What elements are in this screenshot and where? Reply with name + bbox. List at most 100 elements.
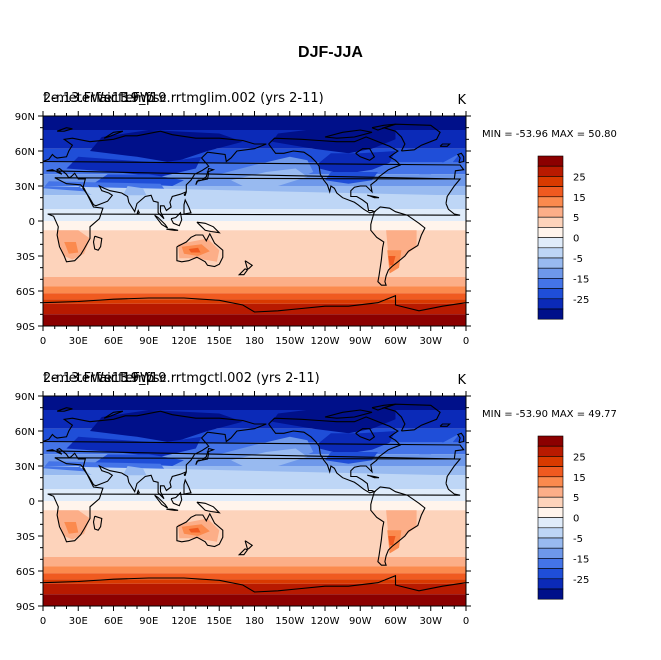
coastline [166,508,179,511]
colorbar-label: -15 [573,274,589,285]
lat-label: 90N [15,392,35,403]
contour-region [188,527,201,533]
colorbar-segment [537,278,564,289]
contour-region [43,396,466,410]
lon-label: 120W [311,616,340,627]
contour-region [43,293,466,300]
colorbar-segment [537,298,564,310]
contour-region [43,277,466,287]
contour-region [43,510,466,557]
contour-region [325,452,378,464]
contour-region [231,448,308,466]
case-title: f.e.13.FWscf19_f19.rrtmglim.002 (yrs 2-1… [43,91,324,106]
coastline [43,410,465,500]
contour-region [43,557,466,567]
colorbar-segment [537,247,564,259]
contour-region [64,242,79,254]
colorbar-segment [537,496,564,508]
lat-label: 60S [16,567,35,578]
colorbar-label: -5 [573,534,583,545]
colorbar-label: -25 [573,575,589,586]
contour-region [43,221,466,231]
contour-region [64,522,79,534]
case-title: f.e.13.FWscf19_f19.rrtmgctl.002 (yrs 2-1… [43,371,320,386]
coastline [439,423,451,427]
coastline [371,123,396,131]
coastline [56,127,73,132]
colorbar-segment [537,507,564,518]
colorbar-segment [537,578,564,590]
colorbar-segment [537,257,564,269]
colorbar-label: 5 [573,493,579,504]
contour-region [43,299,466,304]
coastline [183,471,187,476]
lat-label: 30N [15,462,35,473]
coastline [196,501,221,514]
coastline [268,136,402,214]
lat-label: 90S [16,602,35,613]
lon-label: 0 [463,616,469,627]
coastline [136,209,141,215]
coastline [237,548,249,556]
variable-title: 2-meter air temp [43,371,154,386]
contour-region [43,566,466,574]
map-panel-rrtmglim: 90N 60N 30N 0 30S 60S 90S 0 30E 60E 90E 120E 150E 180… [0,86,661,366]
colorbar-label: 15 [573,473,586,484]
contour-region [319,151,396,175]
lon-label: 30E [69,616,88,627]
coastline [381,123,441,152]
colorbar-label: -5 [573,254,583,265]
lat-label: 0 [29,497,35,508]
coastline [166,228,179,231]
coastline [56,407,73,412]
contour-field [43,116,466,326]
lat-label: 30N [15,182,35,193]
contour-region [43,286,466,294]
lon-label: 120E [171,336,196,347]
contour-region [122,466,147,476]
coastline [176,232,224,268]
colorbar-segment [537,537,564,549]
colorbar-segment [537,466,564,478]
colorbar-label: 0 [573,234,579,245]
colorbar-segment [537,206,564,218]
min-max-stats: MIN = -53.96 MAX = 50.80 [482,129,617,140]
coastline [367,474,380,479]
coastline [183,191,187,196]
map-figure-svg: 90N 60N 30N 0 30S 60S 90S 0 30E 60E 90E 120E 150E 180… [15,371,617,627]
colorbar-label: -25 [573,295,589,306]
coastline [103,410,124,419]
contour-region [43,501,466,511]
contour-region [325,172,378,184]
lon-label: 60E [104,336,123,347]
colorbar-segment [537,456,564,467]
lon-label: 0 [40,336,46,347]
coastline [103,130,124,139]
colorbar-segment [537,227,564,238]
coastline [136,489,141,495]
colorbar-segment [537,176,564,187]
lat-label: 60S [16,287,35,298]
coastline [244,540,254,550]
coastline [43,294,466,313]
coastline [324,409,373,419]
lat-label: 30S [16,252,35,263]
coastline [170,211,183,227]
coastline [154,494,169,509]
variable-title-overlap: f.e13.FWsc [96,91,167,106]
coastline [47,177,462,263]
coastline [183,478,192,495]
lon-label: 180 [245,336,264,347]
coastline [154,214,169,229]
lon-label: 60E [104,616,123,627]
coastline [183,198,192,215]
colorbar-label: 15 [573,193,586,204]
coastline [355,428,376,441]
colorbar-segment [537,588,564,600]
map-figure-svg: 90N 60N 30N 0 30S 60S 90S 0 30E 60E 90E 120E 150E 180… [15,91,617,347]
lon-label: 30W [419,616,442,627]
colorbar-label: 5 [573,213,579,224]
contour-region [43,583,466,595]
contour-region [319,431,396,455]
lon-label: 90W [349,616,372,627]
